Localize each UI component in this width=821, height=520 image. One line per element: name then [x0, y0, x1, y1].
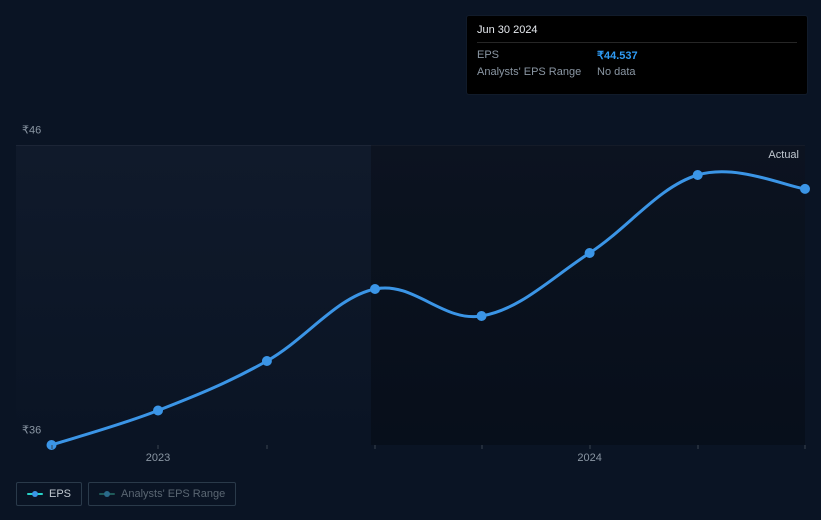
x-axis-minor-tick: [481, 445, 482, 449]
tooltip-label: Analysts' EPS Range: [477, 66, 597, 78]
tooltip-value: No data: [597, 66, 636, 78]
legend-swatch-icon: [99, 490, 115, 498]
tooltip-value: ₹44.537: [597, 49, 638, 62]
x-axis-minor-tick: [158, 445, 159, 449]
legend: EPS Analysts' EPS Range: [16, 482, 236, 506]
legend-item-eps[interactable]: EPS: [16, 482, 82, 506]
x-axis-minor-tick: [697, 445, 698, 449]
x-axis-minor-tick: [589, 445, 590, 449]
legend-label: Analysts' EPS Range: [121, 488, 225, 500]
x-axis-minor-tick: [374, 445, 375, 449]
x-axis-tick-label: 2023: [146, 452, 170, 464]
line-series-svg: [16, 145, 805, 445]
data-point[interactable]: [477, 311, 487, 321]
x-axis-minor-tick: [266, 445, 267, 449]
x-axis-tick-label: 2024: [577, 452, 601, 464]
x-axis-minor-tick: [51, 445, 52, 449]
tooltip-date: Jun 30 2024: [477, 24, 797, 43]
data-point[interactable]: [370, 284, 380, 294]
data-point[interactable]: [262, 356, 272, 366]
tooltip-row-eps: EPS ₹44.537: [477, 47, 797, 64]
legend-item-range[interactable]: Analysts' EPS Range: [88, 482, 236, 506]
x-axis-minor-tick: [805, 445, 806, 449]
legend-swatch-icon: [27, 490, 43, 498]
data-point[interactable]: [693, 170, 703, 180]
tooltip: Jun 30 2024 EPS ₹44.537 Analysts' EPS Ra…: [467, 16, 807, 94]
tooltip-row-range: Analysts' EPS Range No data: [477, 64, 797, 80]
y-axis-label: ₹36: [22, 424, 41, 437]
data-point[interactable]: [153, 406, 163, 416]
tooltip-label: EPS: [477, 49, 597, 62]
data-point[interactable]: [800, 184, 810, 194]
data-point[interactable]: [585, 248, 595, 258]
legend-label: EPS: [49, 488, 71, 500]
eps-line: [52, 172, 805, 445]
y-axis-label: ₹46: [22, 124, 41, 137]
